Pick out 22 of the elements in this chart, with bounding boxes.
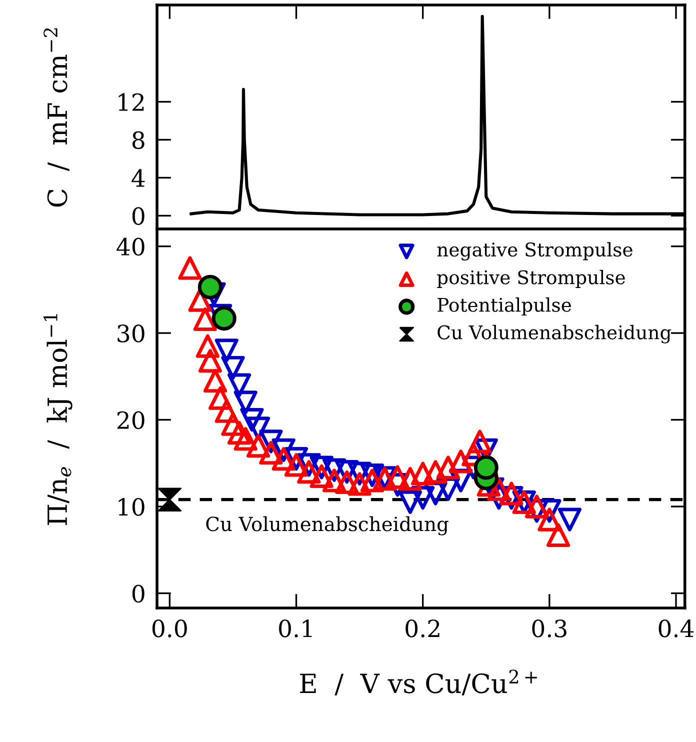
legend-label: Potentialpulse [438, 297, 572, 316]
y-tick-label: 10 [118, 498, 144, 516]
y-tick-label: 0 [132, 207, 144, 225]
legend-label: Cu Volumenabscheidung [438, 324, 672, 344]
y-axis-title: Π/n$_{e}$ / kJ mol$^{−1}$ [44, 314, 72, 525]
legend-label: positive Strompulse [437, 270, 625, 288]
y-tick-label: 4 [132, 169, 145, 187]
y-tick-label: 0 [132, 584, 144, 603]
y-axis-title: C / mF cm$^{−2}$ [44, 28, 70, 207]
y-tick-label: 20 [117, 411, 144, 430]
y-tick-label: 12 [118, 93, 144, 111]
legend-label: negative Strompulse [437, 242, 632, 261]
x-tick-label: 0.0 [152, 620, 187, 638]
x-axis-title: E / V vs Cu/Cu$^{2+}$ [300, 670, 537, 696]
x-tick-label: 0.3 [532, 620, 566, 638]
x-tick-label: 0.1 [279, 620, 312, 638]
y-tick-label: 8 [132, 131, 144, 150]
y-tick-label: 40 [116, 238, 144, 256]
y-tick-label: 30 [118, 324, 144, 342]
ref-line-label: Cu Volumenabscheidung [206, 516, 448, 536]
x-tick-label: 0.2 [406, 620, 440, 638]
x-tick-label: 0.4 [658, 620, 694, 638]
